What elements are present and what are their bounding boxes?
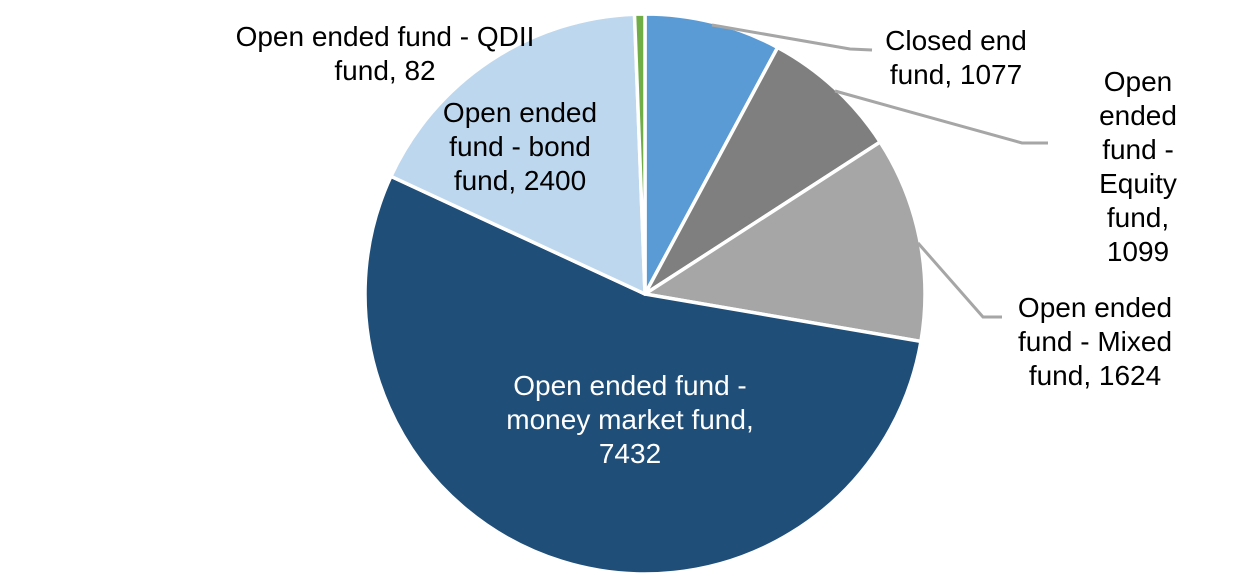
pie-slice-open-ended-mixed-fund bbox=[643, 140, 927, 344]
pie-slice-open-ended-qdii-fund bbox=[632, 12, 647, 296]
pie-slice-open-ended-bond-fund bbox=[389, 12, 647, 296]
leader-line-open-ended-mixed-fund bbox=[916, 242, 1002, 319]
leader-line-open-ended-equity-fund bbox=[834, 89, 1048, 145]
pie-slice-open-ended-equity-fund bbox=[643, 45, 882, 296]
pie-slice-open-ended-money-market-fund bbox=[363, 174, 923, 576]
pie-slice-closed-end-fund bbox=[643, 12, 780, 296]
leader-line-closed-end-fund bbox=[711, 23, 873, 52]
